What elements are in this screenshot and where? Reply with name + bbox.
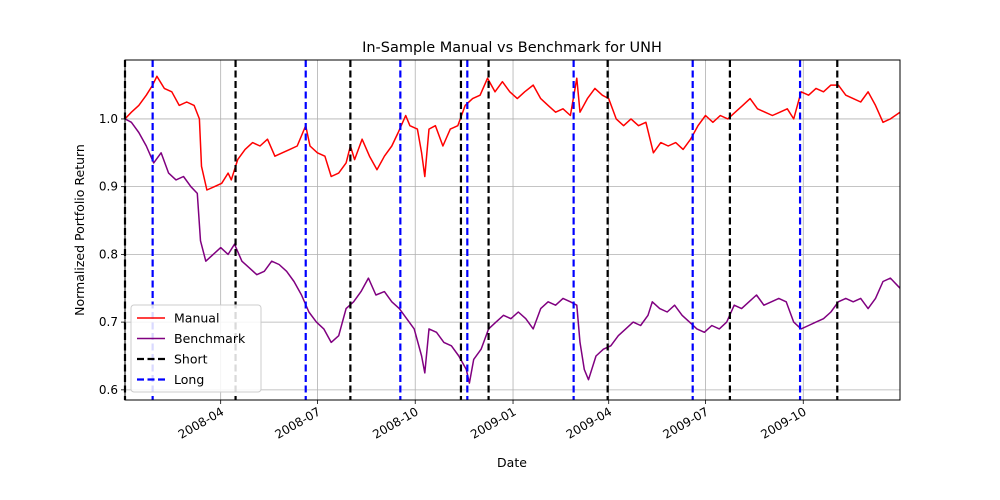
legend-label-benchmark: Benchmark xyxy=(174,331,246,346)
x-axis-label: Date xyxy=(497,455,527,470)
y-tick-label: 1.0 xyxy=(99,112,118,126)
y-tick-label: 0.6 xyxy=(99,383,118,397)
legend-label-long: Long xyxy=(174,372,204,387)
y-tick-label: 0.9 xyxy=(99,180,118,194)
y-axis-label: Normalized Portfolio Return xyxy=(72,144,87,316)
y-tick-label: 0.7 xyxy=(99,315,118,329)
y-tick-label: 0.8 xyxy=(99,247,118,261)
series-lines xyxy=(124,75,901,384)
series-manual-line xyxy=(124,75,901,191)
chart-title: In-Sample Manual vs Benchmark for UNH xyxy=(362,40,662,56)
legend-label-manual: Manual xyxy=(174,311,219,326)
plot-frame xyxy=(124,59,901,401)
legend-box xyxy=(130,304,262,393)
series-benchmark-line xyxy=(124,118,901,384)
legend-label-short: Short xyxy=(174,352,208,367)
legend: Manual Benchmark Short Long xyxy=(130,304,262,393)
